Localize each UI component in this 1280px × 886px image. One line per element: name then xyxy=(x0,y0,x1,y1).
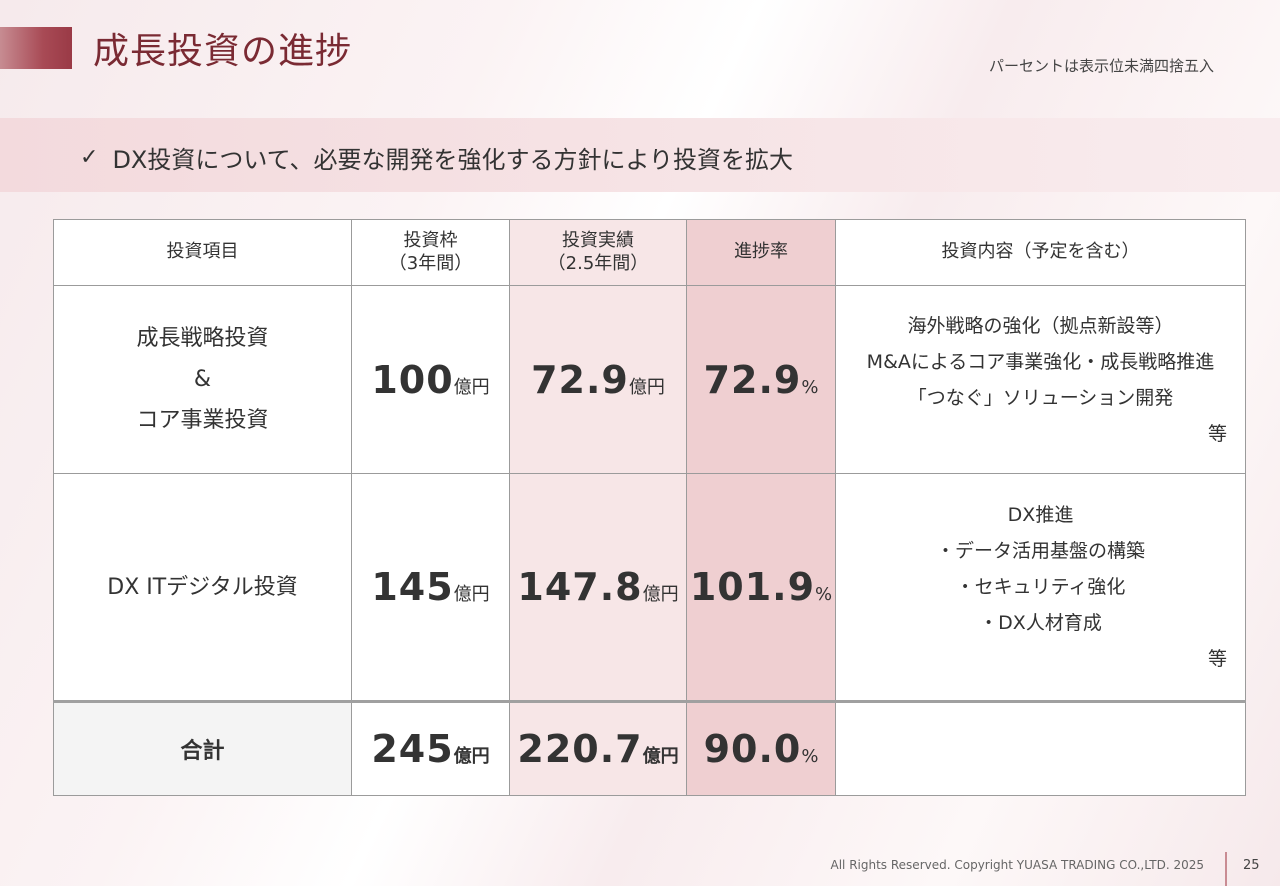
page-title: 成長投資の進捗 xyxy=(93,31,353,72)
row-budget: 145億円 xyxy=(351,473,510,702)
summary-text-row: ✓ DX投資について、必要な開発を強化する方針により投資を拡大 xyxy=(80,140,793,175)
total-rate: 90.0% xyxy=(686,700,836,796)
header-rate: 進捗率 xyxy=(686,219,836,286)
header-content: 投資内容（予定を含む） xyxy=(835,219,1246,286)
row-rate: 72.9% xyxy=(686,285,836,474)
investment-table: 投資項目 投資枠 （3年間） 投資実績 （2.5年間） 進捗率 投資内容（予定を含む… xyxy=(53,219,1246,796)
header-item: 投資項目 xyxy=(53,219,352,286)
total-row: 合計 245億円 220.7億円 90.0% xyxy=(53,700,1246,796)
check-icon: ✓ xyxy=(80,145,99,170)
row-budget: 100億円 xyxy=(351,285,510,474)
title-accent-bar xyxy=(0,27,72,69)
row-rate: 101.9% xyxy=(686,473,836,702)
row-actual: 147.8億円 xyxy=(509,473,687,702)
table-row: 成長戦略投資 & コア事業投資 100億円 72.9億円 72.9% 海外戦略の… xyxy=(53,285,1246,474)
row-content: 海外戦略の強化（拠点新設等） M&Aによるコア事業強化・成長戦略推進 「つなぐ」… xyxy=(835,285,1246,474)
table-header-row: 投資項目 投資枠 （3年間） 投資実績 （2.5年間） 進捗率 投資内容（予定を含む… xyxy=(53,219,1246,286)
header-budget: 投資枠 （3年間） xyxy=(351,219,510,286)
total-budget: 245億円 xyxy=(351,700,510,796)
row-content: DX推進 ・データ活用基盤の構築 ・セキュリティ強化 ・DX人材育成 等 xyxy=(835,473,1246,702)
row-actual: 72.9億円 xyxy=(509,285,687,474)
total-label: 合計 xyxy=(53,700,352,796)
copyright: All Rights Reserved. Copyright YUASA TRA… xyxy=(830,858,1204,872)
row-item-dx: DX ITデジタル投資 xyxy=(53,473,352,702)
table-row: DX ITデジタル投資 145億円 147.8億円 101.9% DX推進 ・デ… xyxy=(53,473,1246,702)
header-actual: 投資実績 （2.5年間） xyxy=(509,219,687,286)
total-actual: 220.7億円 xyxy=(509,700,687,796)
page-number: 25 xyxy=(1243,858,1260,873)
total-content xyxy=(835,700,1246,796)
summary-banner xyxy=(0,118,1280,192)
row-item-growth: 成長戦略投資 & コア事業投資 xyxy=(53,285,352,474)
footer-divider xyxy=(1225,852,1227,886)
summary-text: DX投資について、必要な開発を強化する方針により投資を拡大 xyxy=(112,146,793,174)
rounding-note: パーセントは表示位未満四捨五入 xyxy=(988,57,1214,75)
